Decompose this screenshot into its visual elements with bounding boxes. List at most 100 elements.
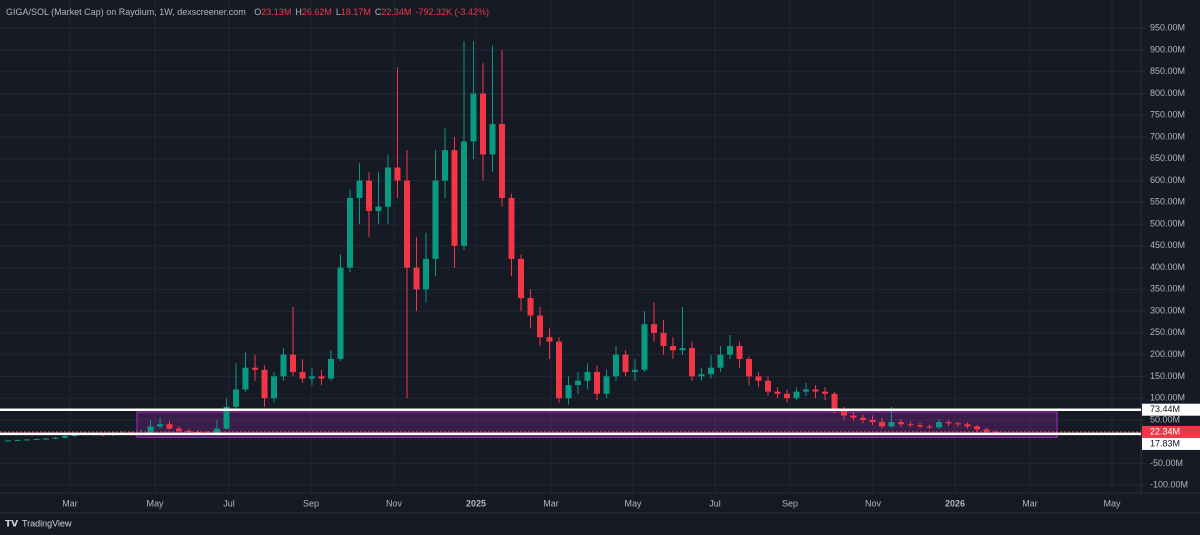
x-tick-label: Mar bbox=[543, 498, 559, 508]
x-tick-label: Nov bbox=[386, 498, 403, 508]
body bbox=[328, 358, 334, 379]
body bbox=[679, 348, 686, 351]
body bbox=[594, 372, 600, 394]
body bbox=[261, 369, 268, 399]
body bbox=[736, 345, 743, 359]
body bbox=[233, 389, 239, 407]
y-tick-label: 450.00M bbox=[1150, 240, 1185, 250]
y-tick-label: 400.00M bbox=[1150, 262, 1185, 272]
body bbox=[366, 180, 372, 212]
body bbox=[774, 391, 781, 394]
x-tick-label: Nov bbox=[865, 498, 882, 508]
levels: 73.44M 22.34M 17.83M bbox=[0, 403, 1200, 450]
body bbox=[62, 435, 68, 438]
body bbox=[71, 434, 78, 436]
body bbox=[242, 367, 249, 390]
body bbox=[394, 167, 401, 181]
body bbox=[309, 376, 315, 379]
x-tick-label: 2026 bbox=[945, 498, 965, 508]
body bbox=[584, 372, 591, 381]
x-tick-label: Mar bbox=[62, 498, 78, 508]
y-tick-label: 350.00M bbox=[1150, 284, 1185, 294]
body bbox=[537, 315, 543, 338]
body bbox=[356, 180, 363, 198]
brand: TradingView bbox=[22, 518, 72, 528]
y-tick-label: 50.00M bbox=[1150, 414, 1180, 424]
body bbox=[888, 422, 895, 427]
x-tick-label: Jul bbox=[223, 498, 235, 508]
body bbox=[717, 354, 724, 368]
body bbox=[689, 348, 695, 377]
body bbox=[964, 424, 971, 427]
level-label-bg bbox=[1142, 425, 1200, 438]
grid bbox=[0, 0, 1145, 493]
body bbox=[43, 438, 49, 440]
body bbox=[432, 180, 439, 259]
y-tick-label: 700.00M bbox=[1150, 131, 1185, 141]
body bbox=[632, 369, 638, 373]
body bbox=[575, 380, 581, 386]
y-tick-label: 100.00M bbox=[1150, 393, 1185, 403]
ohlc-key: C bbox=[375, 7, 382, 17]
y-tick-label: 300.00M bbox=[1150, 305, 1185, 315]
body bbox=[765, 380, 771, 392]
body bbox=[290, 354, 296, 373]
level-label: 22.34M bbox=[1150, 426, 1180, 436]
body bbox=[508, 197, 515, 259]
body bbox=[565, 385, 572, 399]
x-tick-label: Mar bbox=[1022, 498, 1038, 508]
x-tick-label: 2025 bbox=[466, 498, 486, 508]
body bbox=[812, 389, 819, 392]
body bbox=[176, 428, 182, 431]
body bbox=[33, 439, 40, 441]
ohlc-value: 18.17M bbox=[341, 7, 371, 17]
body bbox=[185, 430, 192, 433]
header: GIGA/SOL (Market Cap) on Raydium, 1W, de… bbox=[6, 7, 489, 17]
y-tick-label: 250.00M bbox=[1150, 327, 1185, 337]
body bbox=[917, 425, 923, 427]
y-tick-label: 850.00M bbox=[1150, 66, 1185, 76]
body bbox=[955, 423, 961, 425]
body bbox=[784, 393, 790, 399]
change: -792.32K (-3.42%) bbox=[415, 7, 489, 17]
body bbox=[14, 439, 21, 441]
body bbox=[347, 197, 353, 268]
body bbox=[898, 422, 904, 425]
y-tick-label: 650.00M bbox=[1150, 153, 1185, 163]
body bbox=[499, 124, 505, 198]
body bbox=[280, 354, 287, 377]
body bbox=[413, 267, 420, 290]
ohlc-key: H bbox=[295, 7, 302, 17]
y-tick-label: 550.00M bbox=[1150, 197, 1185, 207]
y-tick-label: 950.00M bbox=[1150, 23, 1185, 33]
body bbox=[404, 180, 410, 268]
body bbox=[252, 367, 258, 370]
body bbox=[936, 422, 942, 428]
chart-title: GIGA/SOL (Market Cap) on Raydium, 1W, de… bbox=[6, 7, 246, 17]
y-tick-label: 600.00M bbox=[1150, 175, 1185, 185]
body bbox=[385, 167, 391, 207]
y-tick-label: 750.00M bbox=[1150, 110, 1185, 120]
body bbox=[527, 298, 534, 316]
body bbox=[337, 267, 344, 359]
body bbox=[423, 258, 429, 290]
ohlc-key: L bbox=[336, 7, 341, 17]
body bbox=[622, 354, 629, 373]
body bbox=[166, 424, 173, 429]
body bbox=[603, 376, 610, 394]
ohlc-key: O bbox=[254, 7, 261, 17]
body bbox=[147, 426, 154, 433]
level-label-bg bbox=[1142, 403, 1200, 416]
body bbox=[850, 415, 857, 418]
x-tick-label: Jul bbox=[709, 498, 721, 508]
y-tick-label: 900.00M bbox=[1150, 44, 1185, 54]
level-label: 73.44M bbox=[1150, 404, 1180, 414]
x-tick-label: May bbox=[146, 498, 164, 508]
body bbox=[746, 358, 752, 377]
body bbox=[157, 424, 163, 427]
body bbox=[907, 424, 914, 426]
body bbox=[518, 258, 524, 299]
candles bbox=[5, 41, 999, 442]
body bbox=[831, 393, 838, 410]
y-tick-label: -100.00M bbox=[1150, 480, 1188, 490]
